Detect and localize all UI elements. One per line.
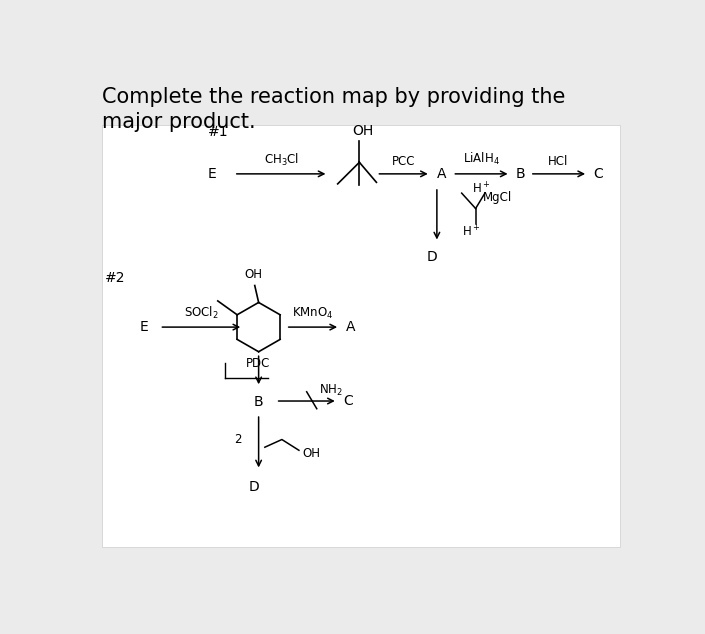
- Text: MgCl: MgCl: [484, 191, 513, 204]
- Text: D: D: [249, 479, 259, 493]
- Text: NH$_2$: NH$_2$: [319, 383, 343, 398]
- FancyBboxPatch shape: [102, 126, 620, 547]
- Text: B: B: [516, 167, 525, 181]
- Text: KMnO$_4$: KMnO$_4$: [292, 306, 333, 321]
- Text: #1: #1: [208, 124, 229, 138]
- Text: major product.: major product.: [102, 112, 256, 131]
- Text: C: C: [343, 394, 352, 408]
- Text: H$^+$: H$^+$: [472, 181, 491, 196]
- Text: 2: 2: [234, 433, 242, 446]
- Text: H$^+$: H$^+$: [462, 224, 480, 239]
- Text: CH$_3$Cl: CH$_3$Cl: [264, 152, 300, 169]
- Text: OH: OH: [352, 124, 373, 138]
- Text: E: E: [140, 320, 148, 334]
- Text: PDC: PDC: [246, 357, 271, 370]
- Text: Complete the reaction map by providing the: Complete the reaction map by providing t…: [102, 87, 565, 107]
- Text: E: E: [208, 167, 216, 181]
- Text: C: C: [594, 167, 603, 181]
- Text: PCC: PCC: [392, 155, 415, 168]
- Text: D: D: [427, 250, 438, 264]
- Text: A: A: [345, 320, 355, 334]
- Text: SOCl$_2$: SOCl$_2$: [184, 305, 219, 321]
- Text: B: B: [254, 395, 264, 409]
- Text: OH: OH: [244, 268, 262, 281]
- Text: OH: OH: [302, 447, 320, 460]
- Text: A: A: [437, 167, 446, 181]
- Text: #2: #2: [105, 271, 125, 285]
- Text: HCl: HCl: [548, 155, 569, 168]
- Text: LiAlH$_4$: LiAlH$_4$: [462, 151, 499, 167]
